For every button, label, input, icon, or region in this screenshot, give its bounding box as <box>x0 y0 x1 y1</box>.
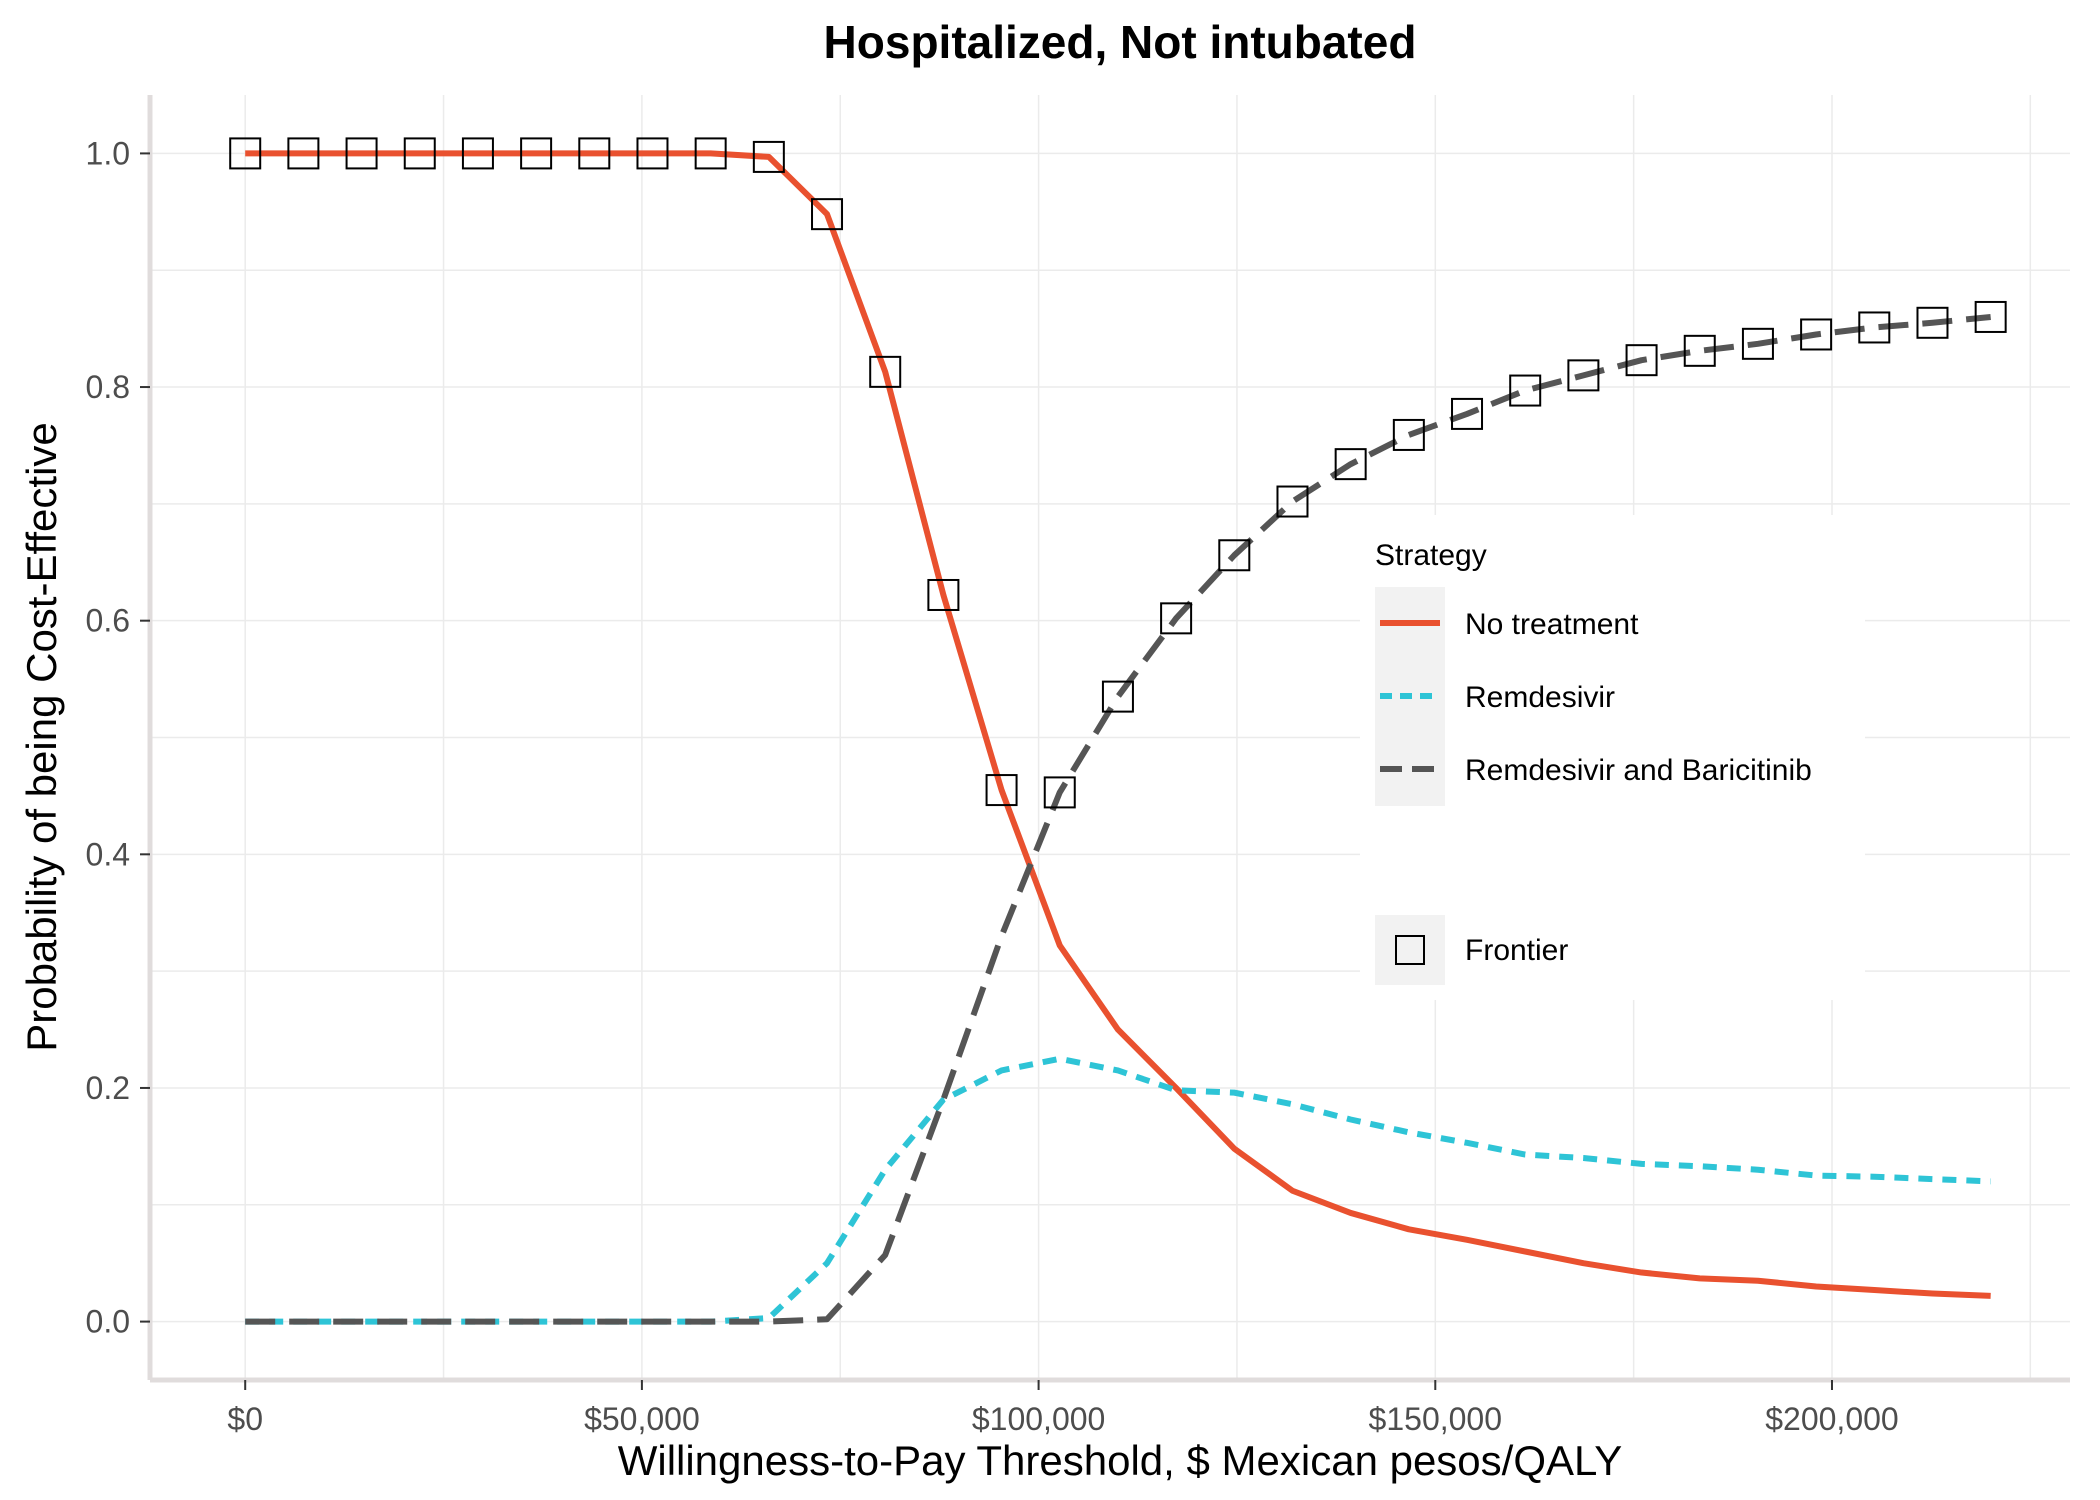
frontier-marker <box>1276 485 1309 518</box>
frontier-marker <box>520 137 553 170</box>
y-tick-label: 0.8 <box>86 369 130 405</box>
y-tick-label: 0.2 <box>86 1070 130 1106</box>
frontier-marker <box>694 137 727 170</box>
chart-title: Hospitalized, Not intubated <box>824 16 1417 68</box>
frontier-marker <box>461 137 494 170</box>
frontier-marker <box>1974 300 2007 333</box>
legend-item-1: No treatment <box>1375 587 1639 660</box>
frontier-marker <box>752 140 785 173</box>
frontier-marker <box>927 578 960 611</box>
frontier-marker <box>1858 311 1891 344</box>
x-ticks: $0 $50,000 $100,000 $150,000 $200,000 <box>227 1380 1899 1437</box>
legend-frontier-square-icon <box>1395 935 1425 965</box>
x-axis-title: Willingness-to-Pay Threshold, $ Mexican … <box>618 1437 1623 1484</box>
legend-label: No treatment <box>1465 608 1639 641</box>
frontier-marker <box>1741 327 1774 360</box>
frontier-marker <box>1218 539 1251 572</box>
x-tick-label: $150,000 <box>1369 1401 1502 1437</box>
frontier-marker <box>287 137 320 170</box>
legend: Strategy No treatment Remdesivir Remdesivi… <box>1360 515 1865 1000</box>
frontier-marker <box>1916 306 1949 339</box>
frontier-marker <box>1509 374 1542 407</box>
y-tick-label: 0.6 <box>86 603 130 639</box>
x-tick-label: $200,000 <box>1765 1401 1898 1437</box>
frontier-marker <box>403 137 436 170</box>
axes <box>147 95 2070 1383</box>
x-tick-label: $0 <box>227 1401 263 1437</box>
x-tick-label: $50,000 <box>584 1401 700 1437</box>
frontier-marker <box>1160 602 1193 635</box>
frontier-marker <box>1334 448 1367 481</box>
y-tick-label: 1.0 <box>86 135 130 171</box>
frontier-marker <box>1451 397 1484 430</box>
legend-key-frontier-bg <box>1375 915 1445 985</box>
frontier-marker <box>869 355 902 388</box>
series-line-1 <box>245 150 1991 1299</box>
frontier-marker <box>1392 418 1425 451</box>
frontier-marker <box>229 137 262 170</box>
frontier-marker <box>1101 680 1134 713</box>
legend-label: Remdesivir <box>1465 681 1615 714</box>
legend-item-frontier: Frontier <box>1375 915 1568 985</box>
frontier-marker <box>636 137 669 170</box>
legend-item-2: Remdesivir <box>1375 660 1615 733</box>
legend-label-frontier: Frontier <box>1465 934 1568 967</box>
series-line-3 <box>245 313 1991 1325</box>
frontier-marker <box>1567 359 1600 392</box>
y-tick-label: 0.4 <box>86 836 130 872</box>
y-axis-title: Probability of being Cost-Effective <box>18 422 65 1052</box>
x-tick-label: $100,000 <box>972 1401 1105 1437</box>
frontier-marker <box>1625 344 1658 377</box>
frontier-marker <box>1043 776 1076 809</box>
legend-title: Strategy <box>1375 539 1487 572</box>
frontier-marker <box>1800 318 1833 351</box>
frontier-marker <box>985 774 1018 807</box>
frontier-markers <box>229 137 2007 809</box>
legend-label: Remdesivir and Baricitinib <box>1465 754 1812 787</box>
legend-item-3: Remdesivir and Baricitinib <box>1375 733 1812 806</box>
frontier-marker <box>345 137 378 170</box>
legend-items: No treatment Remdesivir Remdesivir and Bar… <box>1375 587 1812 806</box>
frontier-marker <box>811 198 844 231</box>
frontier-marker <box>578 137 611 170</box>
y-ticks: 0.0 0.2 0.4 0.6 0.8 1.0 <box>86 135 150 1340</box>
series-lines <box>245 150 1991 1325</box>
frontier-marker <box>1683 334 1716 367</box>
y-tick-label: 0.0 <box>86 1304 130 1340</box>
